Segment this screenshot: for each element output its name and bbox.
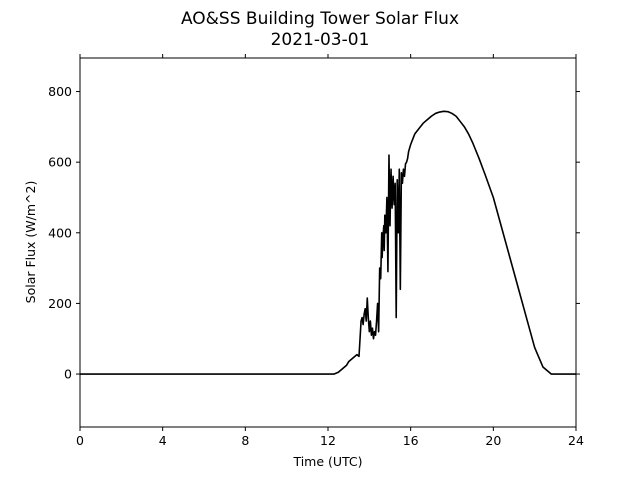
y-tick-label: 0 bbox=[64, 367, 72, 382]
chart-subtitle: 2021-03-01 bbox=[271, 30, 370, 50]
y-tick-label: 200 bbox=[48, 296, 72, 311]
x-tick-label: 20 bbox=[485, 433, 501, 448]
x-tick-label: 8 bbox=[241, 433, 249, 448]
x-tick-label: 12 bbox=[320, 433, 336, 448]
x-tick-label: 24 bbox=[568, 433, 584, 448]
chart-title: AO&SS Building Tower Solar Flux bbox=[181, 9, 459, 29]
y-tick-label: 400 bbox=[48, 225, 72, 240]
x-axis-label: Time (UTC) bbox=[292, 454, 362, 469]
y-axis: 0 200 400 600 800 bbox=[48, 84, 580, 382]
x-tick-label: 0 bbox=[76, 433, 84, 448]
plot-area-frame bbox=[79, 57, 577, 428]
solar-flux-line bbox=[80, 110, 576, 375]
x-axis: 0 4 8 12 16 20 24 bbox=[76, 54, 584, 448]
x-tick-label: 16 bbox=[403, 433, 419, 448]
y-tick-label: 600 bbox=[48, 155, 72, 170]
x-tick-label: 4 bbox=[159, 433, 167, 448]
y-axis-label: Solar Flux (W/m^2) bbox=[23, 181, 38, 304]
y-tick-label: 800 bbox=[48, 84, 72, 99]
